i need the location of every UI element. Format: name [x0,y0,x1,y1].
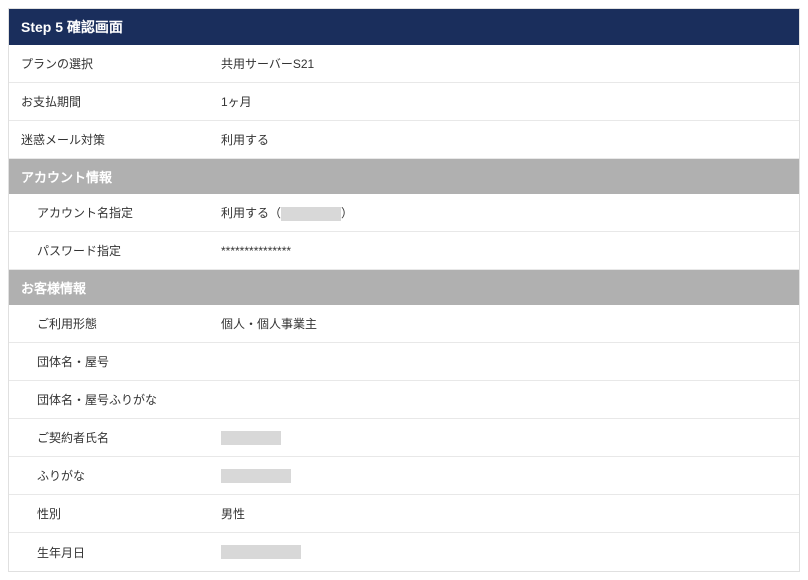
gender-row: 性別 男性 [9,495,799,533]
plan-selection-row: プランの選択 共用サーバーS21 [9,45,799,83]
birthdate-row: 生年月日 [9,533,799,571]
step-title: Step 5 確認画面 [21,19,123,35]
furigana-label: ふりがな [9,457,209,494]
org-name-value [209,352,799,372]
org-name-label: 団体名・屋号 [9,343,209,380]
plan-selection-value: 共用サーバーS21 [209,45,799,82]
usage-type-value: 個人・個人事業主 [209,305,799,342]
spam-filter-row: 迷惑メール対策 利用する [9,121,799,159]
contractor-name-redacted [221,431,281,445]
password-value: *************** [209,234,799,268]
account-name-prefix: 利用する（ [221,206,281,220]
payment-period-row: お支払期間 1ヶ月 [9,83,799,121]
account-name-value: 利用する（ ） [209,194,799,231]
gender-label: 性別 [9,495,209,532]
furigana-value [209,458,799,493]
furigana-row: ふりがな [9,457,799,495]
account-name-suffix: ） [341,206,353,220]
account-section-title: アカウント情報 [21,170,112,185]
customer-section-header: お客様情報 [9,270,799,305]
password-label: パスワード指定 [9,232,209,269]
account-name-redacted [281,207,341,221]
usage-type-label: ご利用形態 [9,305,209,342]
org-name-row: 団体名・屋号 [9,343,799,381]
usage-type-row: ご利用形態 個人・個人事業主 [9,305,799,343]
gender-value: 男性 [209,495,799,532]
contractor-name-label: ご契約者氏名 [9,419,209,456]
confirmation-form: Step 5 確認画面 プランの選択 共用サーバーS21 お支払期間 1ヶ月 迷… [8,8,800,572]
spam-filter-label: 迷惑メール対策 [9,121,209,158]
payment-period-label: お支払期間 [9,83,209,120]
account-section-header: アカウント情報 [9,159,799,194]
furigana-redacted [221,469,291,483]
contractor-name-value [209,420,799,455]
spam-filter-value: 利用する [209,121,799,158]
birthdate-value [209,535,799,570]
org-furigana-label: 団体名・屋号ふりがな [9,381,209,418]
org-furigana-value [209,390,799,410]
step-header: Step 5 確認画面 [9,9,799,45]
org-furigana-row: 団体名・屋号ふりがな [9,381,799,419]
account-name-row: アカウント名指定 利用する（ ） [9,194,799,232]
account-name-label: アカウント名指定 [9,194,209,231]
customer-section-title: お客様情報 [21,281,86,296]
plan-selection-label: プランの選択 [9,45,209,82]
contractor-name-row: ご契約者氏名 [9,419,799,457]
payment-period-value: 1ヶ月 [209,83,799,120]
password-row: パスワード指定 *************** [9,232,799,270]
birthdate-redacted [221,545,301,559]
birthdate-label: 生年月日 [9,534,209,571]
